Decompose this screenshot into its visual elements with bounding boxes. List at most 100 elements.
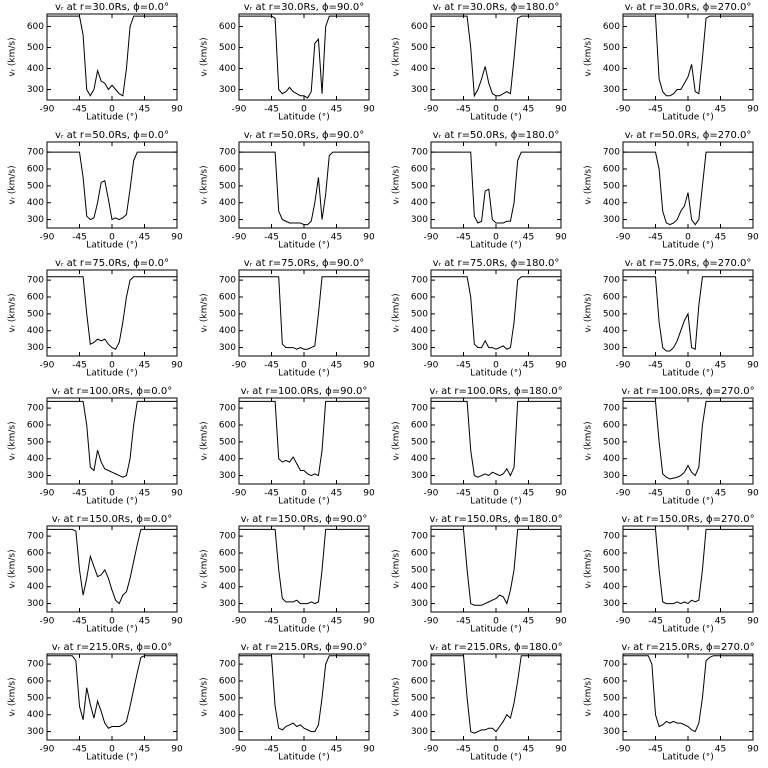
y-tick-label: 400 — [603, 198, 620, 208]
y-tick-label: 300 — [411, 727, 428, 737]
panel: vᵣ at r=30.0Rs, ϕ=0.0° -90 -45 0 45 90 300 400 5… — [8, 2, 183, 123]
y-axis-label: vᵣ (km/s) — [200, 677, 210, 716]
y-tick-label: 500 — [603, 565, 620, 575]
x-axis-label: Latitude (°) — [470, 113, 521, 123]
y-tick-label: 500 — [219, 309, 236, 319]
x-tick-label: 90 — [363, 105, 375, 115]
y-tick-label: 700 — [603, 148, 620, 158]
panel: vᵣ at r=30.0Rs, ϕ=90.0° -90 -45 0 45 90 300 400… — [200, 2, 375, 123]
data-line — [239, 528, 369, 605]
x-tick-label: -45 — [648, 745, 663, 755]
y-tick-label: 700 — [603, 532, 620, 542]
x-tick-label: -45 — [456, 233, 471, 243]
x-tick-label: 45 — [715, 361, 726, 371]
x-tick-label: 90 — [171, 489, 183, 499]
data-line — [239, 655, 369, 733]
x-tick-label: 0 — [301, 105, 307, 115]
y-tick-label: 700 — [603, 660, 620, 670]
x-tick-label: 45 — [523, 617, 534, 627]
x-tick-label: 45 — [715, 105, 726, 115]
y-tick-label: 700 — [411, 276, 428, 286]
y-tick-label: 700 — [219, 532, 236, 542]
chart-title: vᵣ at r=150.0Rs, ϕ=270.0° — [621, 514, 754, 525]
data-line — [239, 15, 369, 99]
x-tick-label: -90 — [424, 745, 439, 755]
y-axis-label: vᵣ (km/s) — [200, 37, 210, 76]
x-tick-label: 0 — [493, 489, 499, 499]
x-tick-label: 0 — [493, 233, 499, 243]
y-axis-label: vᵣ (km/s) — [584, 293, 594, 332]
x-tick-label: 45 — [331, 105, 342, 115]
x-tick-label: -90 — [424, 617, 439, 627]
y-tick-label: 500 — [603, 43, 620, 53]
y-tick-label: 600 — [411, 22, 428, 32]
panel: vᵣ at r=150.0Rs, ϕ=180.0° -90 -45 0 45 90 300 4… — [392, 514, 567, 635]
y-tick-label: 600 — [27, 548, 44, 558]
y-tick-label: 700 — [411, 404, 428, 414]
y-tick-label: 700 — [219, 660, 236, 670]
y-tick-label: 400 — [27, 582, 44, 592]
data-line — [431, 151, 561, 224]
x-tick-label: -90 — [616, 617, 631, 627]
x-tick-label: -45 — [456, 745, 471, 755]
y-tick-label: 700 — [411, 660, 428, 670]
y-tick-label: 600 — [27, 676, 44, 686]
chart-title: vᵣ at r=215.0Rs, ϕ=90.0° — [241, 642, 368, 653]
x-tick-label: -45 — [264, 105, 279, 115]
x-tick-label: 90 — [747, 361, 759, 371]
x-tick-label: 45 — [715, 617, 726, 627]
x-tick-label: -90 — [616, 361, 631, 371]
y-tick-label: 600 — [27, 420, 44, 430]
panel: vᵣ at r=75.0Rs, ϕ=270.0° -90 -45 0 45 90 300 40… — [584, 258, 759, 379]
x-tick-label: -90 — [424, 489, 439, 499]
chart-title: vᵣ at r=30.0Rs, ϕ=90.0° — [244, 2, 364, 13]
y-tick-label: 400 — [603, 710, 620, 720]
x-tick-label: 0 — [109, 361, 115, 371]
x-tick-label: -45 — [72, 361, 87, 371]
x-tick-label: -90 — [40, 361, 55, 371]
chart-title: vᵣ at r=30.0Rs, ϕ=180.0° — [433, 2, 560, 13]
y-tick-label: 600 — [219, 548, 236, 558]
y-tick-label: 600 — [219, 676, 236, 686]
y-axis-label: vᵣ (km/s) — [8, 293, 18, 332]
y-tick-label: 700 — [27, 660, 44, 670]
y-tick-label: 400 — [603, 582, 620, 592]
y-tick-label: 600 — [411, 292, 428, 302]
y-axis-label: vᵣ (km/s) — [8, 165, 18, 204]
y-tick-label: 400 — [27, 710, 44, 720]
y-tick-label: 400 — [219, 710, 236, 720]
x-tick-label: 0 — [685, 489, 691, 499]
y-tick-label: 500 — [27, 309, 44, 319]
x-tick-label: -90 — [232, 489, 247, 499]
y-tick-label: 400 — [219, 326, 236, 336]
x-tick-label: 45 — [715, 745, 726, 755]
y-tick-label: 300 — [219, 215, 236, 225]
x-tick-label: 90 — [747, 617, 759, 627]
x-tick-label: 0 — [301, 617, 307, 627]
x-tick-label: 90 — [555, 361, 567, 371]
data-line — [239, 276, 369, 350]
y-tick-label: 500 — [27, 181, 44, 191]
x-tick-label: 90 — [363, 489, 375, 499]
chart-title: vᵣ at r=100.0Rs, ϕ=180.0° — [429, 386, 562, 397]
y-tick-label: 600 — [411, 164, 428, 174]
y-tick-label: 600 — [219, 22, 236, 32]
y-axis-label: vᵣ (km/s) — [392, 549, 402, 588]
chart-title: vᵣ at r=75.0Rs, ϕ=270.0° — [625, 258, 752, 269]
y-tick-label: 400 — [27, 64, 44, 74]
x-tick-label: 0 — [493, 745, 499, 755]
x-tick-label: -45 — [456, 489, 471, 499]
y-tick-label: 500 — [603, 309, 620, 319]
x-tick-label: 90 — [171, 233, 183, 243]
y-tick-label: 700 — [27, 532, 44, 542]
chart-title: vᵣ at r=30.0Rs, ϕ=270.0° — [625, 2, 752, 13]
x-tick-label: 90 — [171, 745, 183, 755]
panel: vᵣ at r=100.0Rs, ϕ=0.0° -90 -45 0 45 90 300 400… — [8, 386, 183, 507]
panel: vᵣ at r=215.0Rs, ϕ=90.0° -90 -45 0 45 90 300 40… — [200, 642, 375, 763]
y-axis-label: vᵣ (km/s) — [200, 165, 210, 204]
data-line — [623, 15, 753, 97]
y-tick-label: 700 — [27, 148, 44, 158]
y-tick-label: 600 — [603, 22, 620, 32]
y-tick-label: 400 — [219, 64, 236, 74]
